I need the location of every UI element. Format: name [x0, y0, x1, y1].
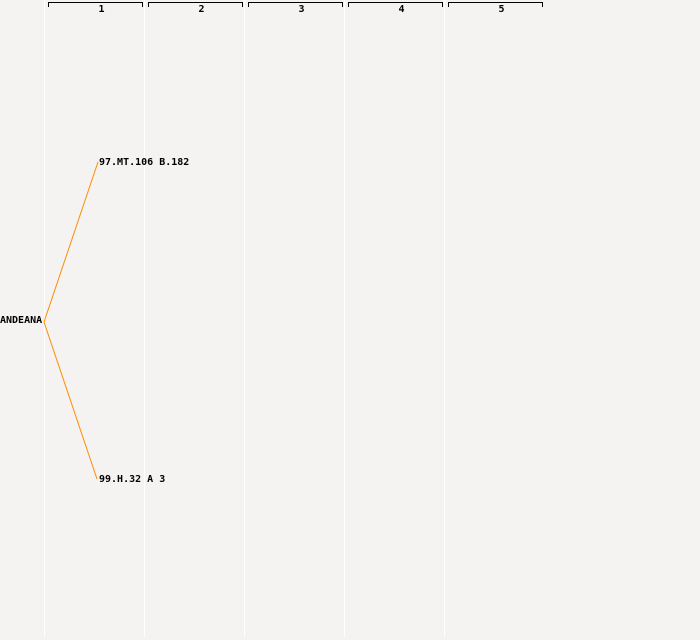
ruler-segment-2: 2: [148, 2, 243, 15]
ruler-segment-label: 1: [98, 4, 105, 15]
gridline: [44, 0, 45, 637]
gridline: [344, 0, 345, 637]
branch-upper: [43, 161, 99, 323]
ruler-segment-3: 3: [248, 2, 343, 15]
ruler-segment-1: 1: [48, 2, 143, 15]
ruler-segment-label: 4: [398, 4, 405, 15]
gridline: [244, 0, 245, 637]
ruler-segment-5: 5: [448, 2, 543, 15]
ruler-segment-label: 3: [298, 4, 305, 15]
taxon-label[interactable]: 97.MT.106 B.182: [99, 157, 190, 168]
branch-lower: [43, 321, 98, 480]
root-taxon-label[interactable]: ANDEANA: [0, 315, 43, 326]
ruler-segment-label: 5: [498, 4, 505, 15]
ruler-segment-label: 2: [198, 4, 205, 15]
taxon-label[interactable]: 99.H.32 A 3: [99, 474, 166, 485]
ruler-segment-4: 4: [348, 2, 443, 15]
gridline: [144, 0, 145, 637]
gridline: [444, 0, 445, 637]
